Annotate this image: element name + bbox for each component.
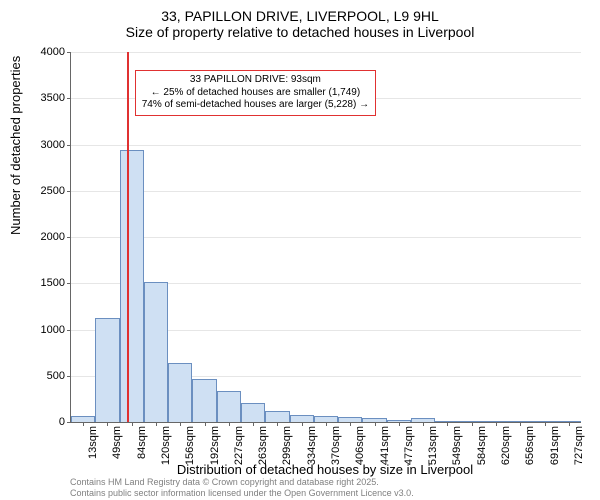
x-tick-mark xyxy=(83,422,84,426)
x-tick-label: 549sqm xyxy=(451,426,463,465)
histogram-bar xyxy=(265,411,289,422)
annotation-line: 74% of semi-detached houses are larger (… xyxy=(142,99,369,112)
x-tick-label: 620sqm xyxy=(500,426,512,465)
chart-area: 0500100015002000250030003500400013sqm49s… xyxy=(70,52,580,422)
x-tick-label: 441sqm xyxy=(379,426,391,465)
x-tick-label: 584sqm xyxy=(476,426,488,465)
x-tick-mark xyxy=(132,422,133,426)
annotation-line: ← 25% of detached houses are smaller (1,… xyxy=(142,87,369,100)
x-tick-label: 192sqm xyxy=(209,426,221,465)
x-tick-mark xyxy=(399,422,400,426)
x-tick-mark xyxy=(107,422,108,426)
x-tick-label: 406sqm xyxy=(354,426,366,465)
y-tick-label: 2500 xyxy=(25,185,65,197)
y-axis-label: Number of detached properties xyxy=(8,56,23,235)
y-tick-mark xyxy=(67,52,71,53)
x-tick-mark xyxy=(423,422,424,426)
x-tick-label: 334sqm xyxy=(306,426,318,465)
x-tick-mark xyxy=(472,422,473,426)
footer-line-2: Contains public sector information licen… xyxy=(70,488,414,498)
annotation-line: 33 PAPILLON DRIVE: 93sqm xyxy=(142,74,369,87)
y-tick-mark xyxy=(67,283,71,284)
histogram-bar xyxy=(144,282,168,422)
x-tick-mark xyxy=(326,422,327,426)
x-tick-label: 299sqm xyxy=(281,426,293,465)
y-tick-label: 2000 xyxy=(25,231,65,243)
histogram-bar xyxy=(192,379,216,422)
gridline xyxy=(71,52,581,53)
x-axis-label: Distribution of detached houses by size … xyxy=(70,462,580,477)
y-tick-mark xyxy=(67,145,71,146)
x-tick-mark xyxy=(156,422,157,426)
y-tick-label: 1000 xyxy=(25,324,65,336)
y-tick-mark xyxy=(67,98,71,99)
x-tick-label: 477sqm xyxy=(403,426,415,465)
y-tick-label: 3000 xyxy=(25,139,65,151)
x-tick-label: 84sqm xyxy=(136,426,148,459)
x-tick-mark xyxy=(569,422,570,426)
x-tick-label: 120sqm xyxy=(160,426,172,465)
x-tick-label: 156sqm xyxy=(184,426,196,465)
x-tick-mark xyxy=(229,422,230,426)
histogram-bar xyxy=(95,318,119,422)
x-tick-label: 691sqm xyxy=(549,426,561,465)
x-tick-mark xyxy=(496,422,497,426)
histogram-bar xyxy=(241,403,265,422)
x-tick-label: 656sqm xyxy=(524,426,536,465)
y-tick-label: 500 xyxy=(25,370,65,382)
histogram-bar xyxy=(168,363,192,422)
gridline xyxy=(71,237,581,238)
y-tick-label: 4000 xyxy=(25,46,65,58)
y-tick-mark xyxy=(67,237,71,238)
x-tick-mark xyxy=(180,422,181,426)
y-tick-mark xyxy=(67,376,71,377)
histogram-bar xyxy=(290,415,314,422)
x-tick-mark xyxy=(253,422,254,426)
x-tick-label: 13sqm xyxy=(87,426,99,459)
x-tick-label: 370sqm xyxy=(330,426,342,465)
x-tick-label: 227sqm xyxy=(233,426,245,465)
x-tick-label: 513sqm xyxy=(427,426,439,465)
property-marker-line xyxy=(127,52,129,422)
title-line-2: Size of property relative to detached ho… xyxy=(0,24,600,40)
histogram-bar xyxy=(217,391,241,422)
plot-region: 0500100015002000250030003500400013sqm49s… xyxy=(70,52,581,423)
y-tick-mark xyxy=(67,191,71,192)
gridline xyxy=(71,145,581,146)
y-tick-mark xyxy=(67,330,71,331)
x-tick-label: 263sqm xyxy=(257,426,269,465)
y-tick-label: 3500 xyxy=(25,92,65,104)
x-tick-mark xyxy=(375,422,376,426)
x-tick-mark xyxy=(520,422,521,426)
x-tick-mark xyxy=(205,422,206,426)
x-tick-label: 49sqm xyxy=(111,426,123,459)
x-tick-mark xyxy=(277,422,278,426)
x-tick-label: 727sqm xyxy=(573,426,585,465)
y-tick-label: 0 xyxy=(25,416,65,428)
chart-title: 33, PAPILLON DRIVE, LIVERPOOL, L9 9HL Si… xyxy=(0,0,600,40)
title-line-1: 33, PAPILLON DRIVE, LIVERPOOL, L9 9HL xyxy=(0,8,600,24)
y-tick-mark xyxy=(67,422,71,423)
footer-line-1: Contains HM Land Registry data © Crown c… xyxy=(70,477,414,487)
footer-attribution: Contains HM Land Registry data © Crown c… xyxy=(70,477,414,498)
x-tick-mark xyxy=(545,422,546,426)
gridline xyxy=(71,191,581,192)
x-tick-mark xyxy=(302,422,303,426)
y-tick-label: 1500 xyxy=(25,277,65,289)
x-tick-mark xyxy=(447,422,448,426)
histogram-bar xyxy=(120,150,144,422)
annotation-box: 33 PAPILLON DRIVE: 93sqm← 25% of detache… xyxy=(135,70,376,116)
x-tick-mark xyxy=(350,422,351,426)
